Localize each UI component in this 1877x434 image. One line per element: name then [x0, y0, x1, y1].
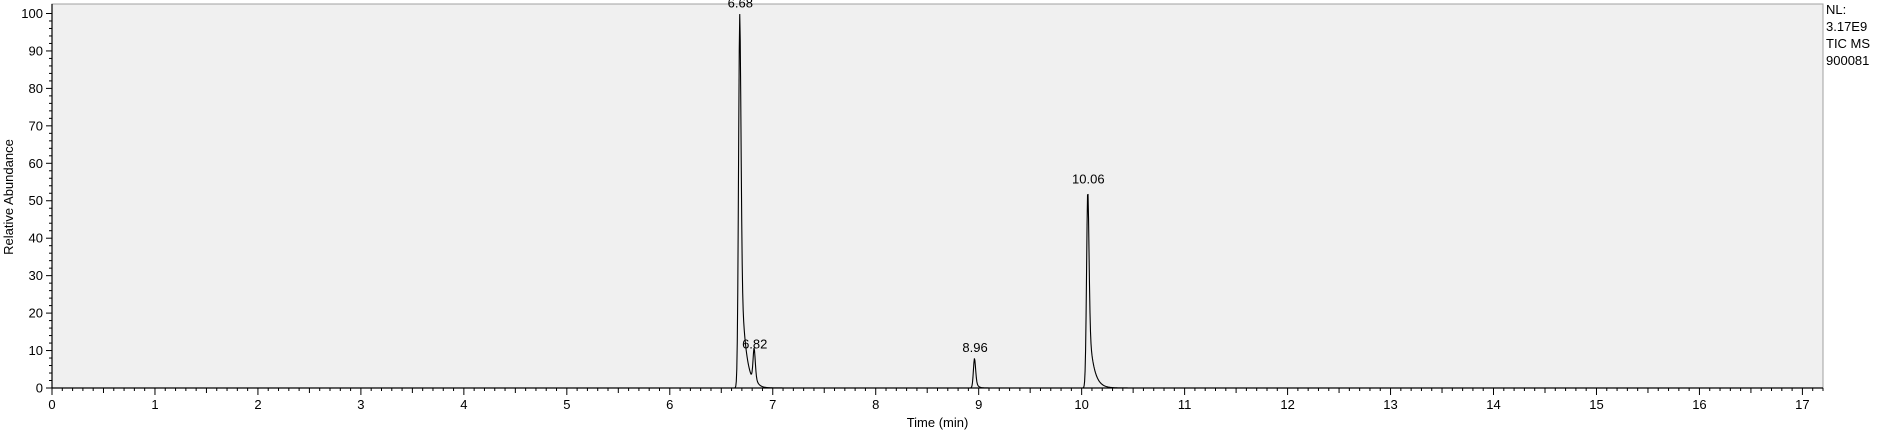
x-tick-label: 9: [975, 397, 982, 412]
x-tick-label: 4: [460, 397, 467, 412]
y-tick-label: 30: [29, 268, 43, 283]
y-tick-label: 60: [29, 156, 43, 171]
x-tick-label: 14: [1486, 397, 1500, 412]
peak-label: 8.96: [962, 340, 987, 355]
info-line: 3.17E9: [1826, 19, 1867, 34]
x-tick-label: 7: [769, 397, 776, 412]
x-axis-label: Time (min): [907, 415, 969, 430]
plot-area: [51, 3, 1824, 389]
x-tick-label: 16: [1692, 397, 1706, 412]
x-tick-label: 13: [1383, 397, 1397, 412]
x-tick-label: 11: [1178, 397, 1192, 412]
x-tick-label: 0: [48, 397, 55, 412]
y-tick-label: 10: [29, 343, 43, 358]
peak-label: 10.06: [1072, 172, 1105, 187]
x-tick-label: 2: [254, 397, 261, 412]
y-tick-label: 70: [29, 118, 43, 133]
y-tick-label: 20: [29, 306, 43, 321]
x-tick-label: 12: [1280, 397, 1294, 412]
x-tick-label: 17: [1795, 397, 1809, 412]
x-tick-label: 8: [872, 397, 879, 412]
x-tick-label: 1: [151, 397, 158, 412]
info-line: 900081: [1826, 53, 1869, 68]
x-tick-label: 6: [666, 397, 673, 412]
x-tick-label: 10: [1074, 397, 1088, 412]
y-tick-label: 100: [21, 6, 43, 21]
info-line: TIC MS: [1826, 36, 1870, 51]
y-tick-label: 40: [29, 231, 43, 246]
y-tick-label: 50: [29, 193, 43, 208]
x-tick-label: 3: [357, 397, 364, 412]
x-tick-label: 15: [1589, 397, 1603, 412]
y-tick-label: 90: [29, 43, 43, 58]
peak-label: 6.68: [728, 0, 753, 10]
y-tick-label: 0: [36, 381, 43, 396]
x-tick-label: 5: [563, 397, 570, 412]
peak-label: 6.82: [742, 336, 767, 351]
y-axis-label: Relative Abundance: [1, 139, 16, 255]
y-tick-label: 80: [29, 81, 43, 96]
info-line: NL:: [1826, 2, 1846, 17]
